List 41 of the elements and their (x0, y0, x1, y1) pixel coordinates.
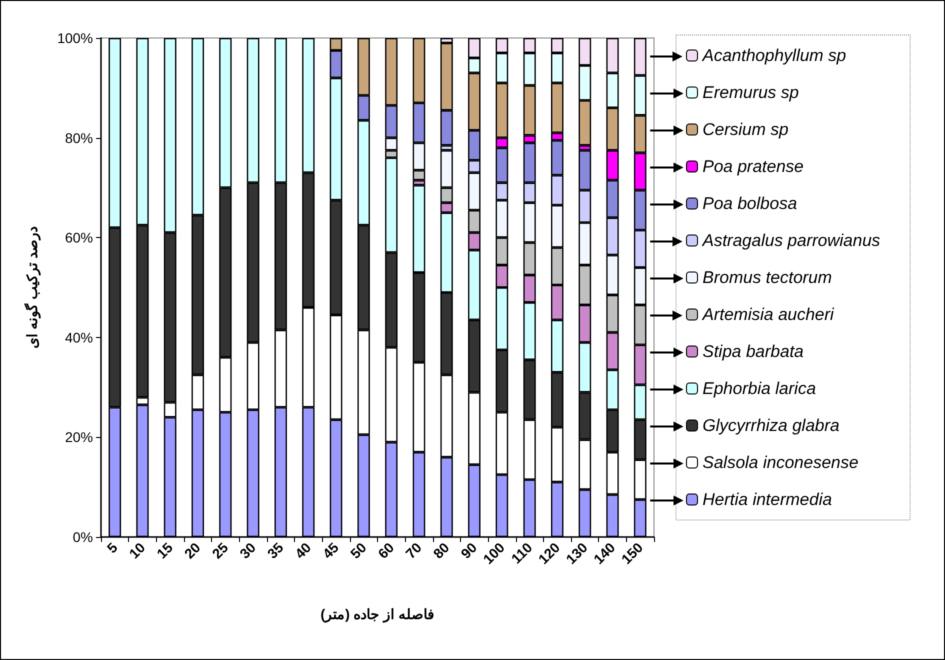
x-tick-label: 20 (181, 539, 204, 562)
x-tick-label: 35 (264, 539, 287, 562)
x-tick-label: 25 (208, 539, 232, 562)
x-tick-label: 130 (562, 539, 591, 568)
x-tick-label: 100 (480, 539, 508, 568)
y-tick-label: 80% (64, 130, 93, 146)
legend-label: Poa bolbosa (702, 194, 798, 213)
x-tick-label: 140 (590, 539, 618, 568)
y-tick-label: 0% (72, 529, 93, 545)
legend-label: Acanthophyllum sp (702, 46, 846, 65)
legend-label: Poa pratense (702, 157, 804, 176)
y-tick-label: 20% (64, 429, 93, 446)
x-tick-label: 150 (618, 539, 646, 568)
x-tick-label: 5 (104, 539, 121, 556)
x-tick-label: 40 (292, 539, 314, 562)
x-tick-label: 70 (402, 539, 425, 562)
x-tick-label: 60 (374, 539, 398, 562)
legend-label: Artemisia aucheri (702, 305, 836, 324)
x-tick-label: 15 (153, 539, 176, 562)
y-tick-label: 40% (64, 329, 93, 346)
x-tick-label: 90 (458, 539, 480, 562)
x-tick-label: 45 (319, 539, 342, 562)
legend-label: Stipa barbata (702, 342, 804, 361)
legend-label: Glycyrrhiza glabra (702, 416, 840, 435)
y-axis-title: درصد ترکیب گونه ای (24, 226, 41, 348)
legend-label: Salsola inconesense (702, 453, 858, 472)
legend-label: Hertia intermedia (702, 490, 832, 509)
x-tick-label: 50 (347, 539, 370, 562)
y-tick-label: 100% (57, 30, 93, 46)
legend-label: Ephorbia larica (702, 379, 816, 398)
legend-label: Eremurus sp (702, 83, 799, 102)
y-tick-label: 60% (64, 230, 93, 246)
legend-label: Bromus tectorum (702, 268, 832, 287)
x-axis-title: فاصله از جاده (متر) (320, 606, 434, 623)
x-tick-label: 30 (236, 539, 259, 562)
x-tick-label: 110 (508, 539, 536, 567)
x-tick-label: 120 (535, 539, 564, 568)
legend-label: Astragalus parrowianus (702, 231, 881, 250)
x-tick-label: 80 (430, 539, 452, 562)
x-tick-label: 10 (126, 539, 148, 562)
legend-label: Cersium sp (702, 120, 788, 139)
